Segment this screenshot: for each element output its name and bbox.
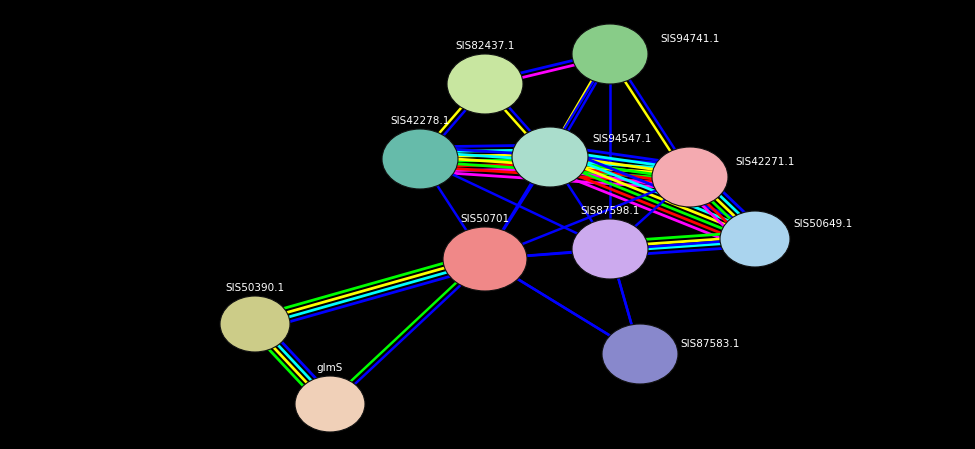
Text: SIS42278.1: SIS42278.1 <box>390 116 449 126</box>
Text: SIS87583.1: SIS87583.1 <box>680 339 739 349</box>
Ellipse shape <box>447 54 523 114</box>
Ellipse shape <box>602 324 678 384</box>
Text: SIS82437.1: SIS82437.1 <box>455 41 515 51</box>
Ellipse shape <box>720 211 790 267</box>
Text: SIS42271.1: SIS42271.1 <box>735 157 795 167</box>
Text: glmS: glmS <box>317 363 343 373</box>
Ellipse shape <box>220 296 290 352</box>
Text: SIS94547.1: SIS94547.1 <box>592 134 651 144</box>
Ellipse shape <box>295 376 365 432</box>
Ellipse shape <box>382 129 458 189</box>
Text: SIS94741.1: SIS94741.1 <box>660 34 720 44</box>
Ellipse shape <box>572 219 648 279</box>
Text: SIS50649.1: SIS50649.1 <box>793 219 852 229</box>
Ellipse shape <box>443 227 527 291</box>
Text: SIS87598.1: SIS87598.1 <box>580 206 640 216</box>
Ellipse shape <box>572 24 648 84</box>
Ellipse shape <box>512 127 588 187</box>
Text: SIS50701: SIS50701 <box>460 214 510 224</box>
Ellipse shape <box>652 147 728 207</box>
Text: SIS50390.1: SIS50390.1 <box>225 283 285 293</box>
